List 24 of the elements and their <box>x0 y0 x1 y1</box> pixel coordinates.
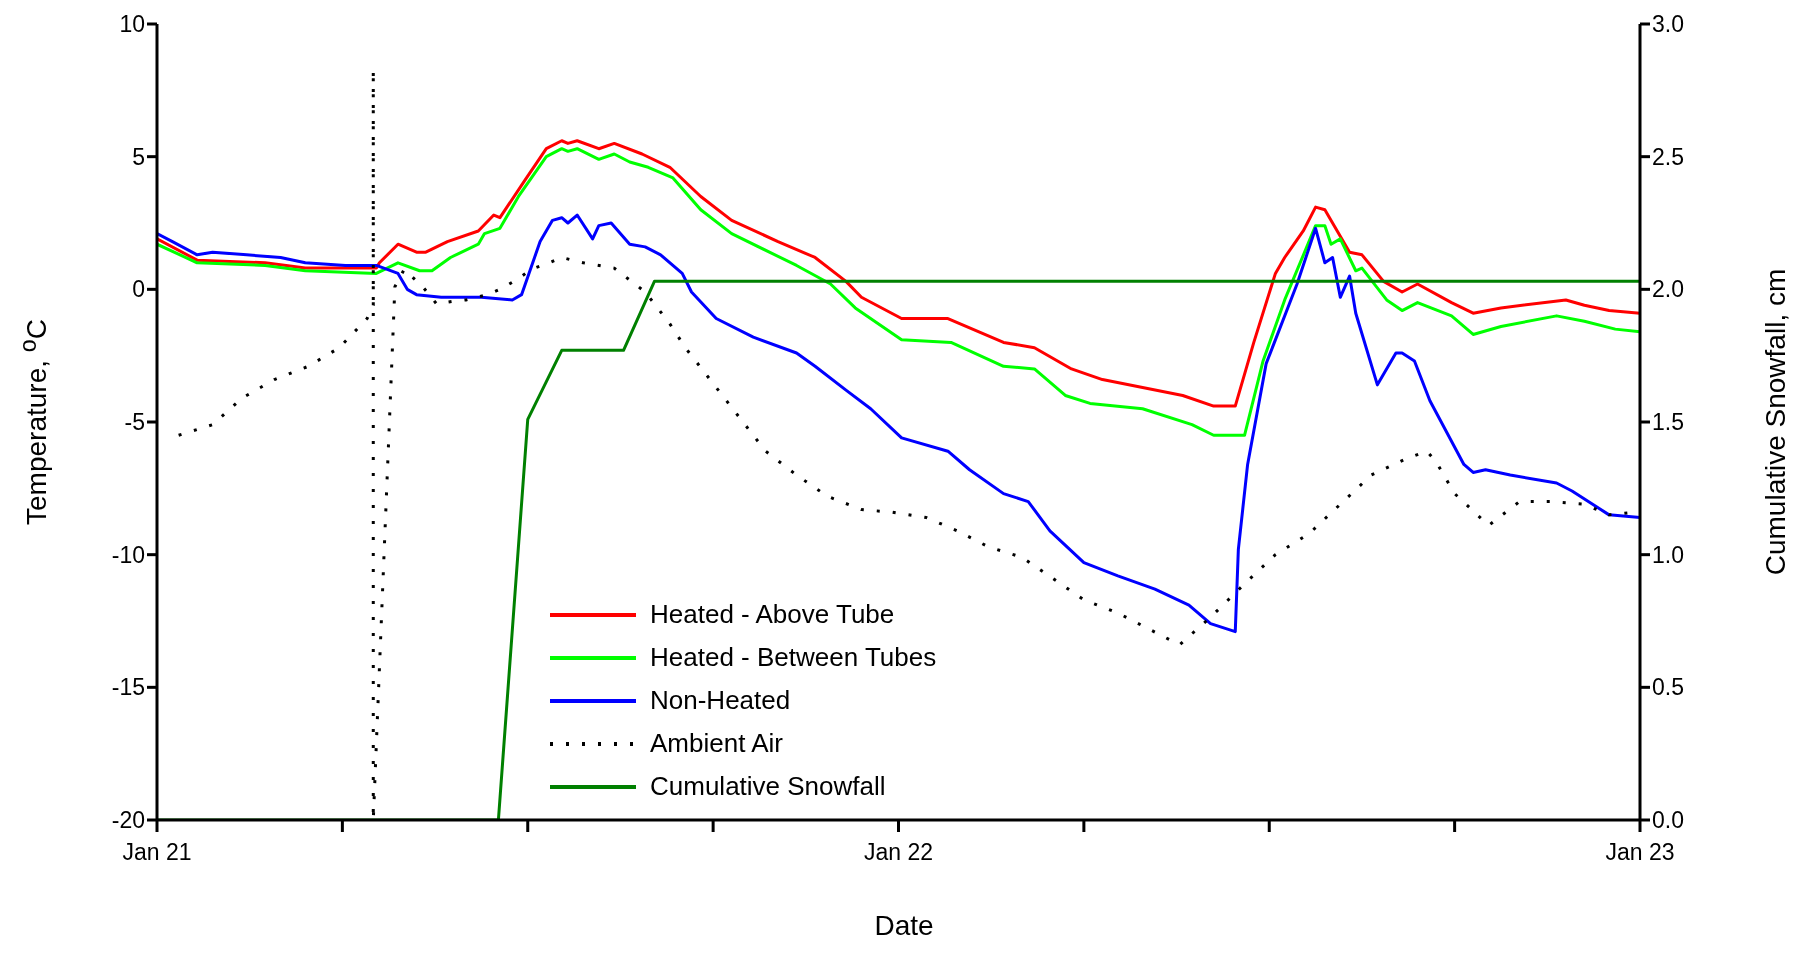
x-tick-label: Jan 21 <box>122 839 192 866</box>
x-tick-label: Jan 23 <box>1605 839 1675 866</box>
legend-label: Non-Heated <box>650 685 791 716</box>
y-tick-label: 10 <box>119 11 145 38</box>
x-tick-label: Jan 22 <box>863 839 934 866</box>
y2-tick-label: 3.0 <box>1652 11 1684 38</box>
y-tick-label: 0 <box>132 276 145 303</box>
y2-axis-title: Cumulative Snowfall, cm <box>1760 268 1792 576</box>
legend-label: Ambient Air <box>650 728 783 759</box>
y2-tick-label: 1.0 <box>1652 541 1684 568</box>
y-tick-label: -10 <box>111 541 145 568</box>
y2-tick-label: 0.0 <box>1652 807 1684 834</box>
legend-label: Cumulative Snowfall <box>650 771 886 802</box>
y-tick-label: 5 <box>132 143 145 170</box>
y-tick-label: -15 <box>111 674 145 701</box>
y2-tick-label: 2.5 <box>1652 143 1684 170</box>
x-axis-title: Date <box>873 910 935 942</box>
y-tick-label: -20 <box>111 807 145 834</box>
y2-tick-label: 0.5 <box>1652 674 1684 701</box>
y-tick-label: -5 <box>124 409 145 436</box>
y2-tick-label: 2.0 <box>1652 276 1684 303</box>
legend-label: Heated - Between Tubes <box>650 642 937 673</box>
legend-label: Heated - Above Tube <box>650 599 895 630</box>
y2-tick-label: 1.5 <box>1652 409 1684 436</box>
